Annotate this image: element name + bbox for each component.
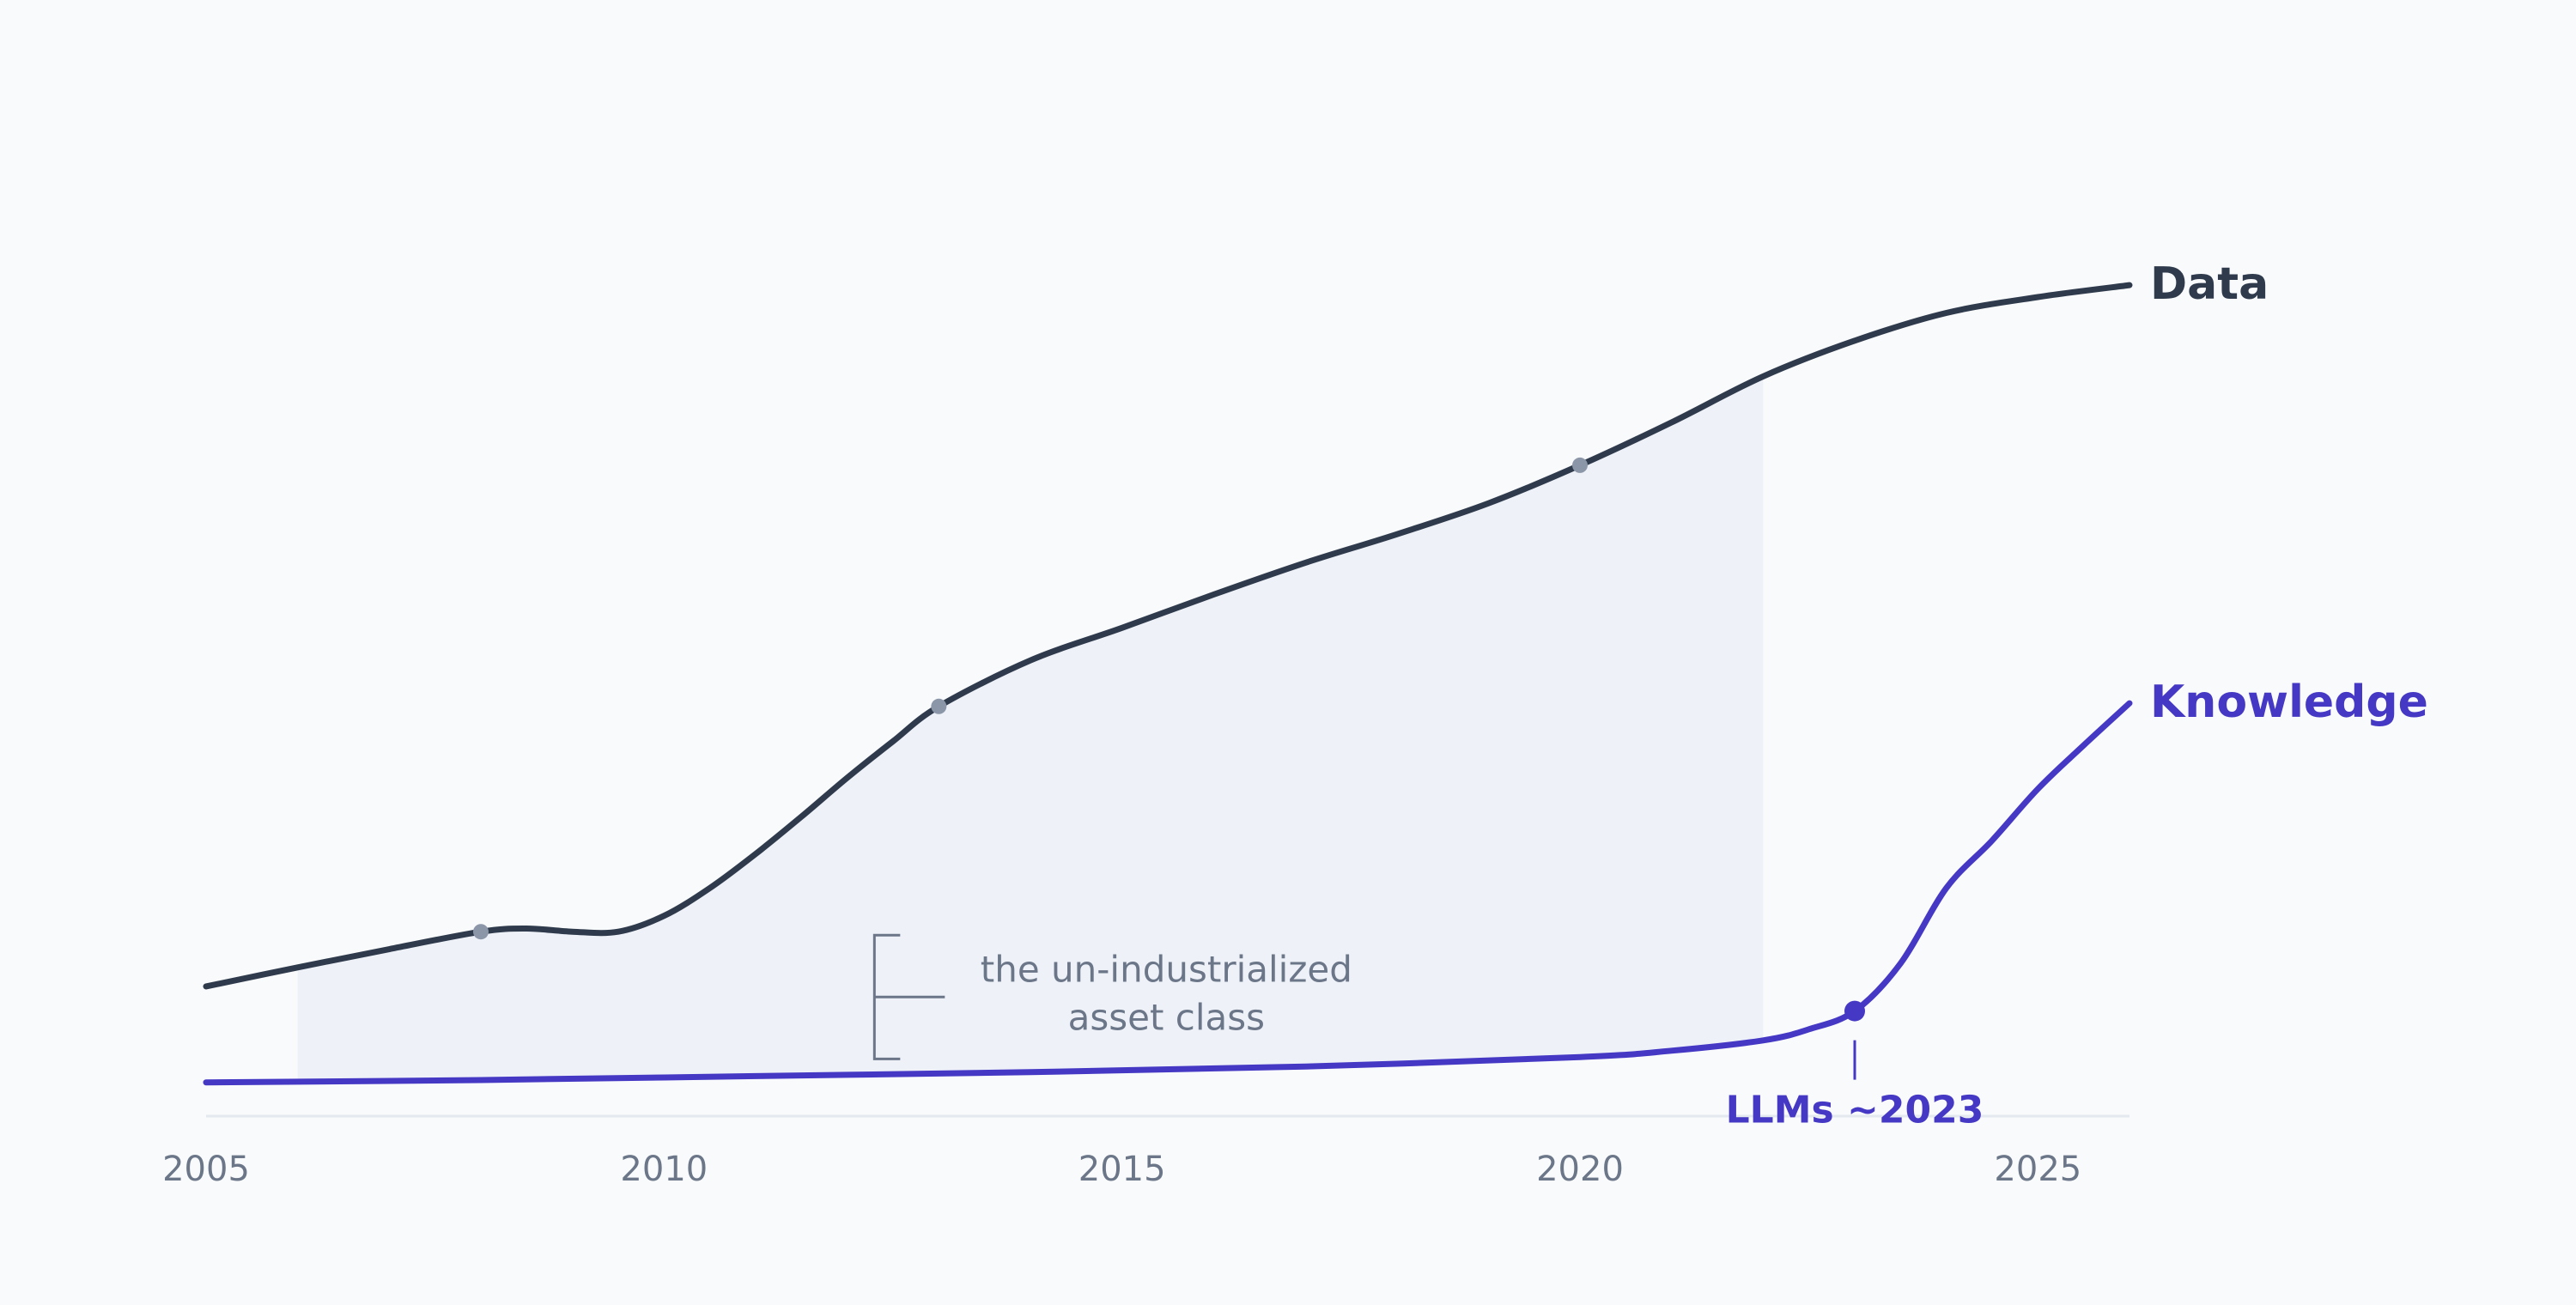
series-line-data [203,282,2133,990]
callout-marker [1844,1000,1865,1022]
bracket-annotation-label: the un-industrialized asset class [981,948,1352,1038]
data-point-marker [1572,457,1588,473]
shaded-region [297,376,1764,1082]
x-tick-label: 2020 [1536,1150,1624,1189]
callout-label: LLMs ~2023 [1726,1089,1984,1132]
series-line-knowledge [203,700,2133,1086]
data-point-marker [473,924,489,940]
x-tick-label: 2010 [620,1150,708,1189]
series-label-data: Data [2150,258,2269,310]
bracket-annotation [872,933,945,1060]
data-point-marker [931,698,947,714]
x-tick-label: 2025 [1994,1150,2081,1189]
x-tick-label: 2005 [162,1150,250,1189]
x-tick-label: 2015 [1078,1150,1166,1189]
series-label-knowledge: Knowledge [2150,677,2428,728]
